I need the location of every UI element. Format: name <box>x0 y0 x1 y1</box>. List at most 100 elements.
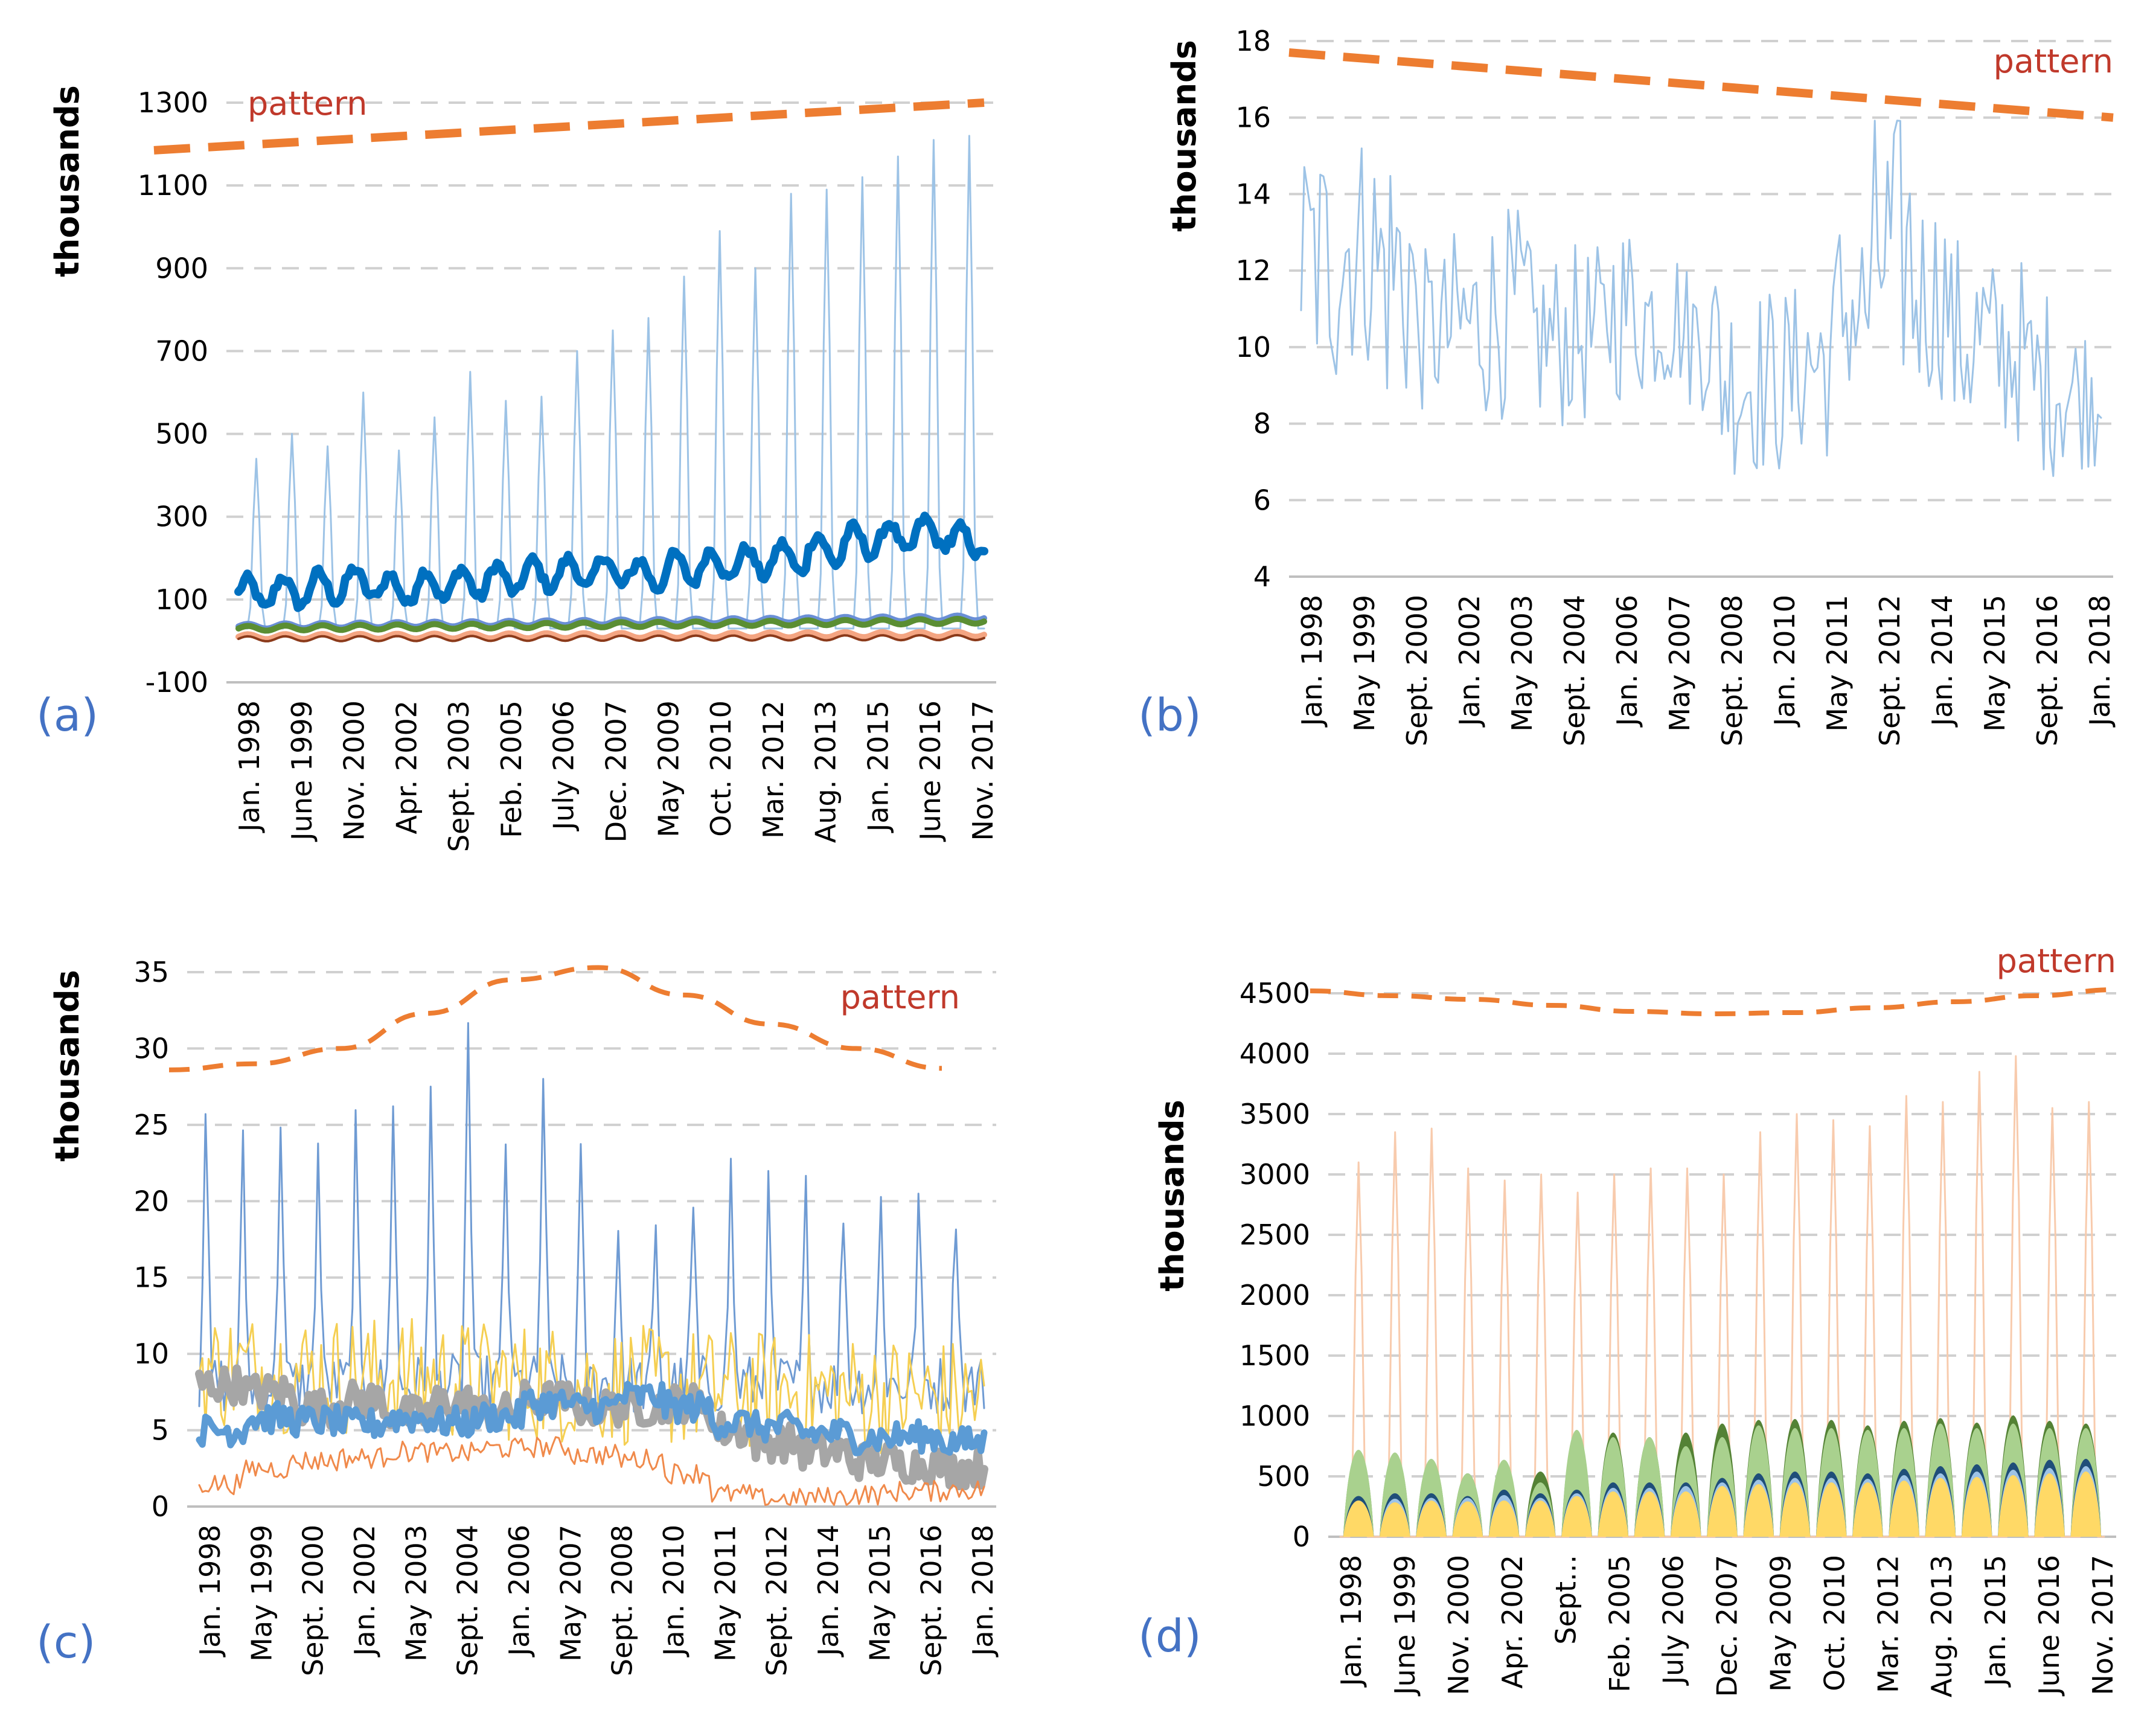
series-line-5 <box>237 633 985 642</box>
panel-letter: (c) <box>36 1616 95 1668</box>
area-hump-series-1 <box>2070 1423 2102 1537</box>
area-hump-series-2 <box>1852 1430 1883 1537</box>
x-tick-label: Aug. 2013 <box>810 700 842 843</box>
area-hump-series-1 <box>1452 1473 1483 1537</box>
area-hump-series-2 <box>1743 1425 1774 1537</box>
area-hump-series-5 <box>1452 1501 1483 1537</box>
area-hump-series-4 <box>1961 1472 1992 1537</box>
area-hump-series-1 <box>1634 1437 1665 1537</box>
y-tick-label: 12 <box>1235 254 1271 287</box>
area-hump-series-2 <box>2070 1428 2102 1537</box>
pattern-line <box>168 965 942 1072</box>
area-hump-series-3 <box>1707 1478 1738 1537</box>
area-hump-series-1 <box>1380 1453 1410 1537</box>
pattern-label: pattern <box>248 85 367 123</box>
area-hump-series-3 <box>1998 1462 2029 1537</box>
area-hump-series-2 <box>1416 1459 1447 1537</box>
x-tick-label: May 2009 <box>652 700 685 838</box>
area-hump-series-3 <box>1488 1490 1520 1537</box>
x-tick-label: Sept. 2012 <box>761 1525 793 1676</box>
y-tick-label: 30 <box>133 1032 169 1065</box>
x-tick-label: May 2003 <box>400 1525 432 1662</box>
y-tick-label: 16 <box>1235 101 1271 134</box>
pattern-label: pattern <box>1994 42 2113 80</box>
x-tick-label: May 1999 <box>245 1525 278 1662</box>
x-tick-label: June 2016 <box>2033 1555 2065 1697</box>
area-hump-series-4 <box>1452 1497 1483 1537</box>
x-tick-label: May 2007 <box>554 1525 587 1662</box>
x-tick-label: May 2015 <box>1979 595 2011 732</box>
area-hump-series-4 <box>1488 1495 1520 1537</box>
area-hump-series-4 <box>1561 1493 1592 1537</box>
area-hump-series-4 <box>1852 1479 1883 1537</box>
area-hump-series-5 <box>1634 1491 1665 1537</box>
series-line-yellow <box>198 1318 985 1457</box>
x-tick-label: May 2003 <box>1506 595 1538 732</box>
x-tick-label: Jan. 2010 <box>1768 595 1801 728</box>
x-tick-label: Sept. 2000 <box>297 1525 330 1676</box>
area-hump-series-4 <box>1779 1478 1811 1537</box>
area-hump-series-4 <box>1634 1488 1665 1537</box>
y-tick-label: 900 <box>155 252 208 284</box>
panel-c: 0 5 10 15 20 25 30 35 thousands Jan. 1998 May 1999… <box>36 956 999 1676</box>
area-hump-series-4 <box>1598 1488 1629 1537</box>
area-hump-series-3 <box>1779 1472 1811 1537</box>
series-line-light-blue <box>1300 120 2102 477</box>
y-axis-label: thousands <box>48 970 86 1162</box>
x-tick-label: Jan. 1998 <box>1296 595 1328 728</box>
x-tick-label: Jan. 2018 <box>2084 595 2116 728</box>
x-tick-label: Jan. 2010 <box>657 1525 690 1658</box>
x-tick-label: Jan. 1998 <box>233 700 266 833</box>
area-hump-series-1 <box>1889 1421 1919 1537</box>
area-hump-series-5 <box>1488 1501 1520 1537</box>
y-tick-label: 2500 <box>1240 1219 1310 1251</box>
area-hump-series-4 <box>1343 1501 1374 1537</box>
area-hump-series-4 <box>1416 1497 1447 1537</box>
area-hump-series-3 <box>2034 1459 2065 1537</box>
x-tick-label: May 2011 <box>709 1525 741 1662</box>
x-tick-label: Oct. 2010 <box>705 700 737 837</box>
pattern-label: pattern <box>840 978 960 1016</box>
area-hump-series-4 <box>2070 1466 2102 1537</box>
y-tick-label: 2000 <box>1240 1279 1310 1312</box>
x-tick-label: June 1999 <box>286 700 318 842</box>
x-tick-label: Sept. 2008 <box>1716 595 1748 746</box>
area-hump-series-1 <box>1598 1432 1629 1537</box>
area-hump-series-1 <box>1561 1432 1592 1537</box>
area-hump-series-5 <box>1598 1491 1629 1537</box>
area-hump-series-3 <box>1743 1473 1774 1537</box>
y-tick-label: 4500 <box>1240 977 1310 1010</box>
x-tick-label: May 2015 <box>863 1525 896 1662</box>
x-tick-label: Aug. 2013 <box>1925 1555 1958 1697</box>
y-tick-label: 18 <box>1235 25 1271 57</box>
x-tick-label: Apr. 2002 <box>390 700 423 834</box>
area-hump-series-3 <box>1670 1482 1701 1537</box>
y-tick-label: -100 <box>146 666 208 699</box>
area-hump-series-2 <box>1343 1450 1374 1537</box>
area-hump-series-2 <box>1925 1423 1956 1537</box>
y-axis-label: thousands <box>48 85 86 277</box>
x-tick-label: Dec. 2007 <box>1711 1555 1744 1697</box>
series-line-2 <box>235 612 987 632</box>
panel-a: -100 100 300 500 700 900 1100 1300 thousands Jan.… <box>36 85 999 852</box>
area-hump-series-4 <box>2034 1468 2065 1537</box>
area-hump-series-5 <box>1380 1502 1410 1537</box>
y-tick-label: 20 <box>133 1185 169 1217</box>
y-tick-label: 35 <box>133 956 169 988</box>
x-tick-label: Mar. 2012 <box>1872 1555 1904 1693</box>
area-hump-series-2 <box>1670 1446 1701 1537</box>
x-tick-label: Sept. 2016 <box>2031 595 2064 746</box>
x-tick-label: Nov. 2017 <box>967 700 999 841</box>
area-hump-series-2 <box>1598 1437 1629 1537</box>
x-tick-label: Sept. 2016 <box>915 1525 948 1676</box>
area-hump-series-1 <box>1961 1423 1992 1537</box>
area-hump-series-3 <box>1961 1464 1992 1537</box>
x-tick-label: Jan. 2014 <box>1926 595 1959 728</box>
area-hump-series-5 <box>1889 1481 1919 1537</box>
area-hump-series-4 <box>1925 1473 1956 1537</box>
y-tick-label: 6 <box>1253 484 1271 516</box>
area-hump-series-4 <box>1380 1499 1410 1537</box>
x-tick-label: Jan. 2006 <box>503 1525 536 1658</box>
y-tick-label: 25 <box>133 1109 169 1141</box>
